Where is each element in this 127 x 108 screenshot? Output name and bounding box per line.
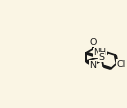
Text: Cl: Cl — [117, 60, 126, 69]
Text: S: S — [99, 53, 105, 62]
Text: N: N — [90, 61, 97, 70]
Text: NH: NH — [94, 48, 107, 57]
Text: O: O — [89, 38, 97, 47]
